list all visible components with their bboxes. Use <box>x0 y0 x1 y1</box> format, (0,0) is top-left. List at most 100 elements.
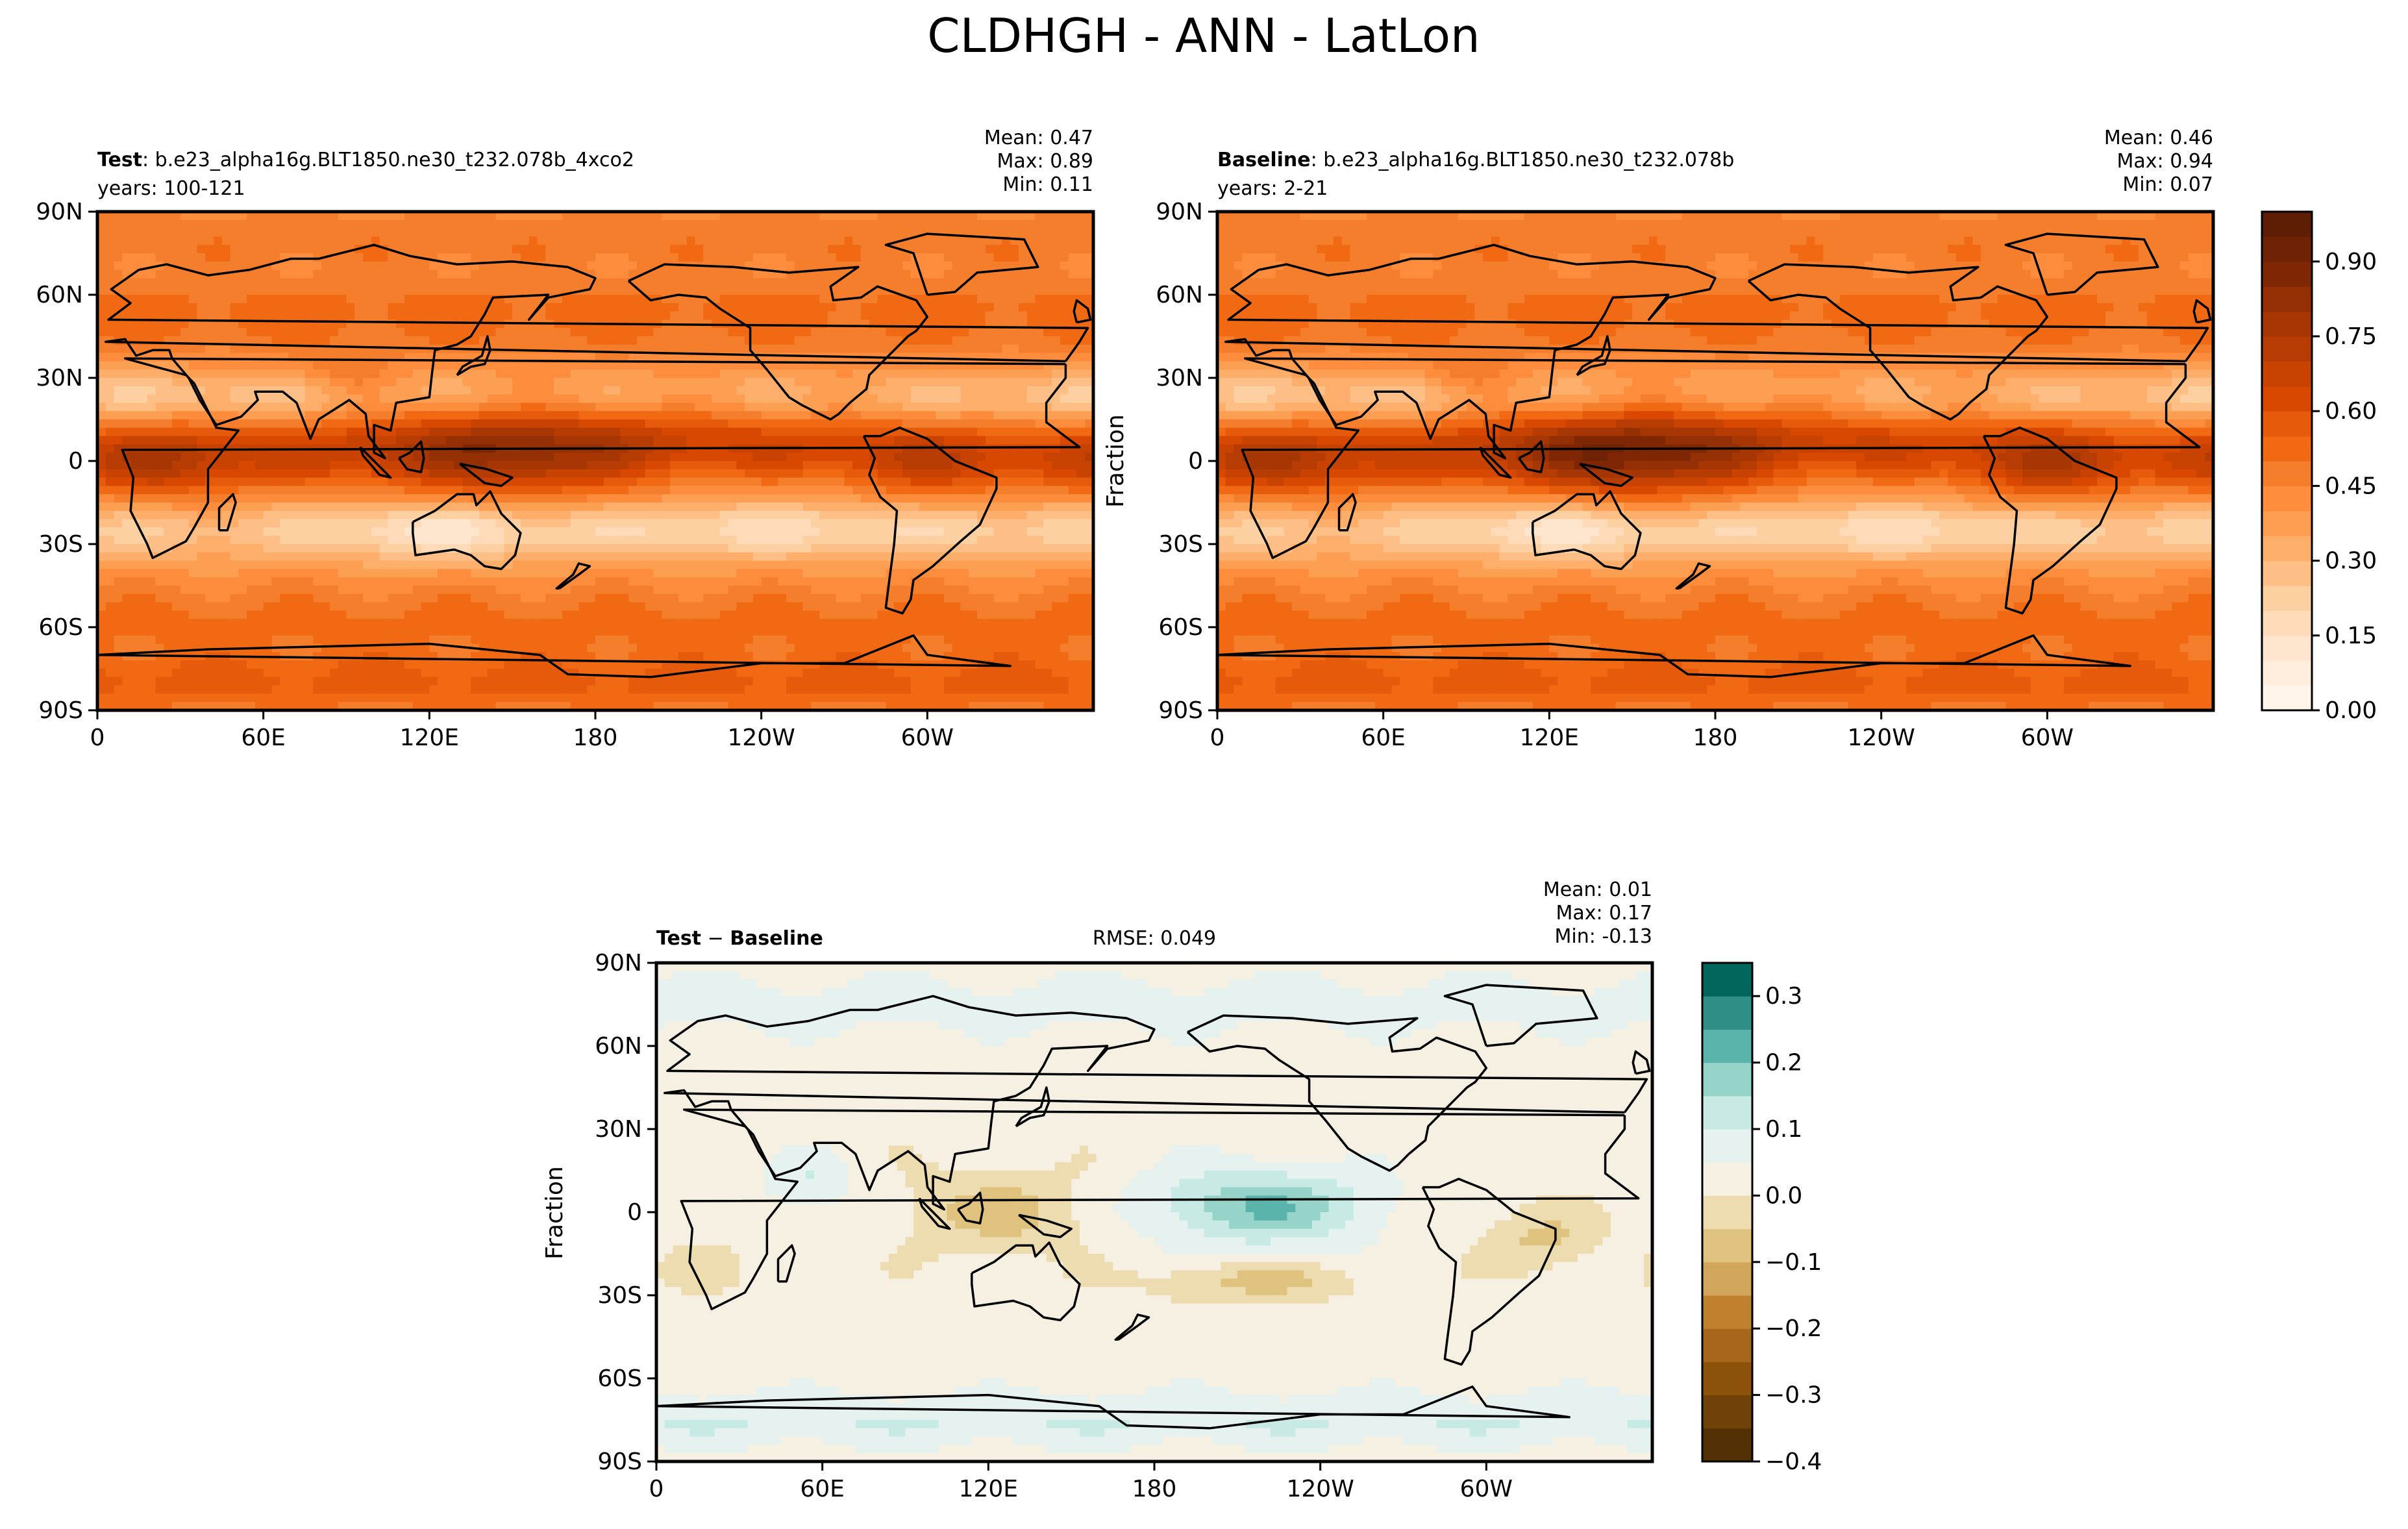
field-cell <box>371 427 380 437</box>
field-cell <box>952 328 962 337</box>
field-cell <box>97 494 106 503</box>
field-cell <box>886 212 895 221</box>
field-cell <box>296 361 306 370</box>
field-cell <box>761 386 771 395</box>
field-cell <box>562 419 571 429</box>
field-cell <box>164 527 173 536</box>
field-cell <box>620 453 629 462</box>
field-cell <box>952 236 962 245</box>
field-cell <box>1060 369 1069 379</box>
field-cell <box>636 236 646 245</box>
field-cell <box>363 303 372 312</box>
field-cell <box>412 303 422 312</box>
field-cell <box>836 228 845 237</box>
field-cell <box>105 236 115 245</box>
field-cell <box>603 295 613 304</box>
field-cell <box>570 427 580 437</box>
field-cell <box>985 228 995 237</box>
field-cell <box>695 378 704 387</box>
field-cell <box>296 369 306 379</box>
field-cell <box>346 461 355 470</box>
field-cell <box>869 494 878 503</box>
field-cell <box>445 436 455 445</box>
field-cell <box>977 403 986 412</box>
field-cell <box>670 461 679 470</box>
field-cell <box>338 219 347 229</box>
field-cell <box>570 361 580 370</box>
field-cell <box>296 295 306 304</box>
field-cell <box>919 477 928 486</box>
field-cell <box>595 527 604 536</box>
field-cell <box>296 336 306 345</box>
field-cell <box>155 311 164 320</box>
field-cell <box>346 212 355 221</box>
field-cell <box>844 544 853 553</box>
field-cell <box>421 419 430 429</box>
field-cell <box>537 411 546 420</box>
field-cell <box>587 386 596 395</box>
field-cell <box>254 419 264 429</box>
field-cell <box>636 453 646 462</box>
field-cell <box>213 469 223 479</box>
field-cell <box>495 461 504 470</box>
field-cell <box>595 394 604 403</box>
field-cell <box>752 261 762 271</box>
field-cell <box>836 336 845 345</box>
field-cell <box>844 336 853 345</box>
field-cell <box>130 295 140 304</box>
field-cell <box>254 328 264 337</box>
field-cell <box>927 353 936 362</box>
field-cell <box>1076 510 1086 520</box>
field-cell <box>752 228 762 237</box>
field-cell <box>528 361 538 370</box>
field-cell <box>462 477 471 486</box>
field-cell <box>620 286 629 295</box>
field-cell <box>105 510 115 520</box>
field-cell <box>138 311 148 320</box>
field-cell <box>745 394 754 403</box>
field-cell <box>221 552 231 562</box>
field-cell <box>943 411 953 420</box>
field-cell <box>138 436 148 445</box>
field-cell <box>811 519 820 528</box>
field-cell <box>993 286 1002 295</box>
field-cell <box>247 236 256 245</box>
field-cell <box>329 212 339 221</box>
field-cell <box>304 253 314 262</box>
field-cell <box>778 510 787 520</box>
field-cell <box>736 477 745 486</box>
field-cell <box>454 278 464 287</box>
field-cell <box>736 427 745 437</box>
field-cell <box>595 436 604 445</box>
field-cell <box>105 469 115 479</box>
field-cell <box>960 328 969 337</box>
field-cell <box>263 236 273 245</box>
field-cell <box>471 469 480 479</box>
field-cell <box>752 403 762 412</box>
field-cell <box>122 510 131 520</box>
field-cell <box>977 278 986 287</box>
field-cell <box>736 295 745 304</box>
field-cell <box>130 394 140 403</box>
field-cell <box>761 261 771 271</box>
field-cell <box>138 236 148 245</box>
field-cell <box>537 510 546 520</box>
field-cell <box>1035 369 1044 379</box>
field-cell <box>396 228 405 237</box>
field-cell <box>537 427 546 437</box>
field-cell <box>288 295 297 304</box>
field-cell <box>479 544 488 553</box>
field-cell <box>254 503 264 512</box>
field-cell <box>122 469 131 479</box>
field-cell <box>802 461 812 470</box>
field-cell <box>636 261 646 271</box>
field-cell <box>528 336 538 345</box>
field-cell <box>562 510 571 520</box>
field-cell <box>1018 253 1028 262</box>
field-cell <box>636 394 646 403</box>
field-cell <box>919 527 928 536</box>
field-cell <box>1085 494 1093 503</box>
field-cell <box>288 477 297 486</box>
field-cell <box>612 261 621 271</box>
field-cell <box>155 403 164 412</box>
